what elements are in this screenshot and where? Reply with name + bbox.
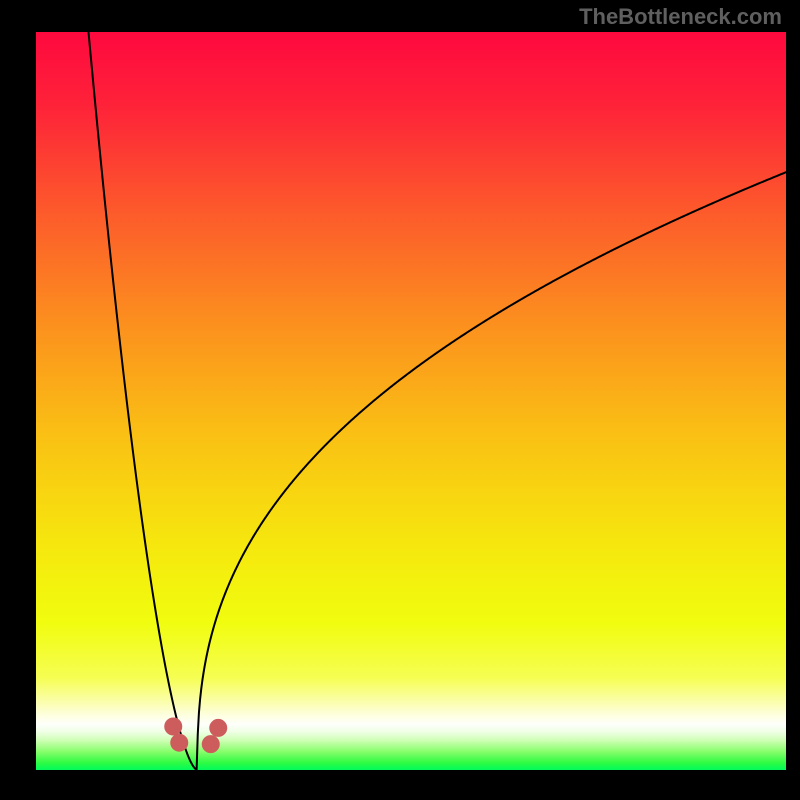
valley-marker — [210, 719, 227, 736]
valley-markers-group — [165, 718, 227, 753]
valley-marker — [202, 736, 219, 753]
source-watermark: TheBottleneck.com — [579, 4, 782, 30]
curve-layer — [36, 32, 786, 770]
valley-marker — [165, 718, 182, 735]
valley-marker — [171, 734, 188, 751]
bottleneck-curve — [89, 32, 787, 770]
figure-root: TheBottleneck.com — [0, 0, 800, 800]
plot-area — [36, 32, 786, 770]
